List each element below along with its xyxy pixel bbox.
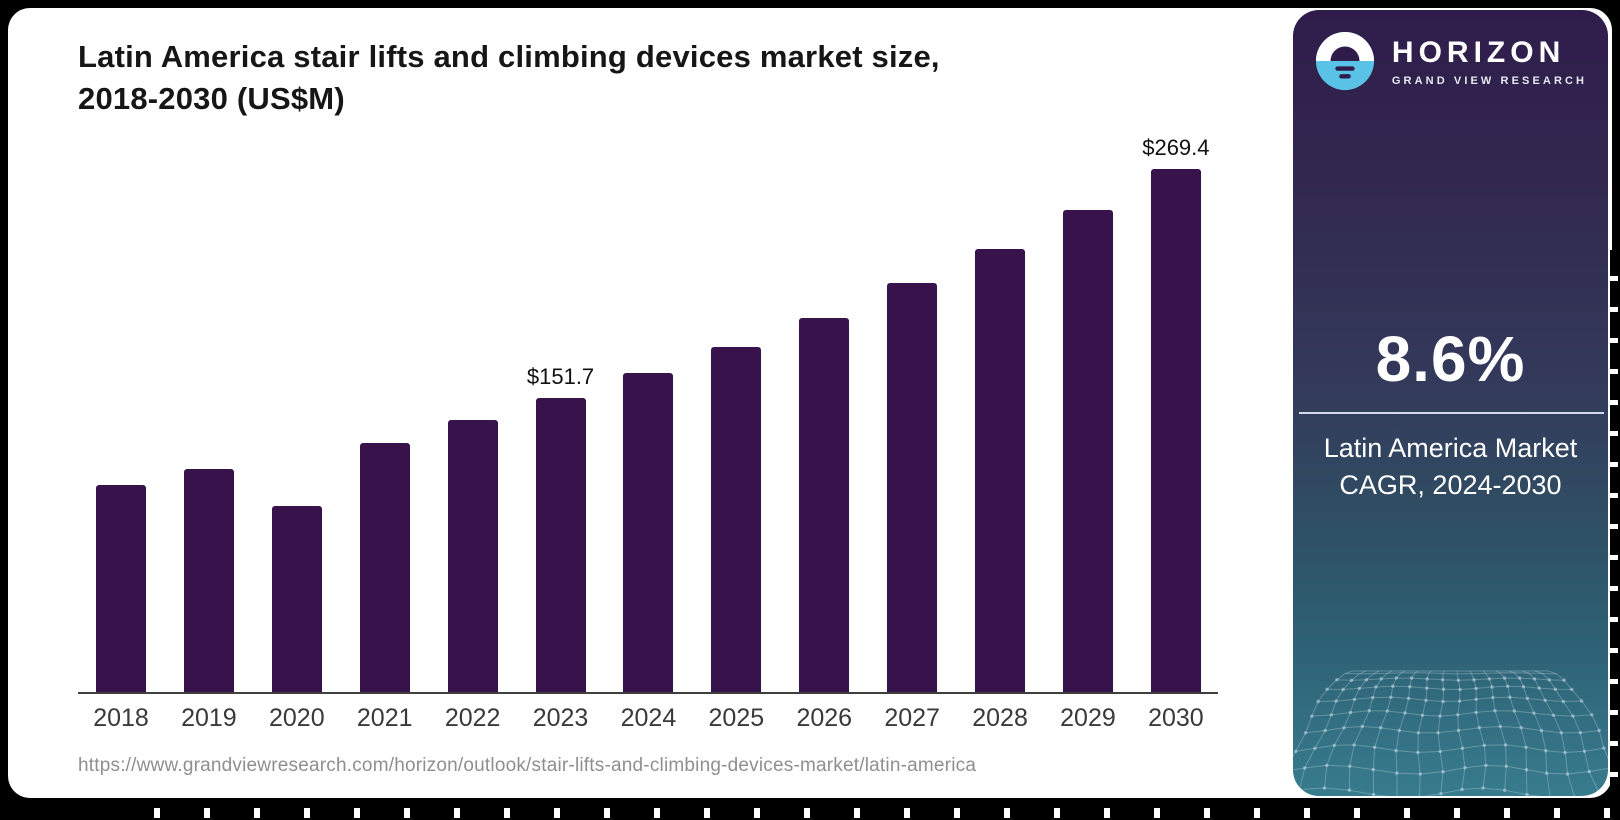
bar-2022	[447, 419, 498, 693]
border-perforation-right	[1610, 250, 1618, 800]
border-perforation-bottom	[110, 808, 1620, 818]
x-tick-label: 2029	[1060, 704, 1116, 732]
bar-2019	[183, 468, 234, 693]
bar-column-2024	[623, 148, 674, 693]
brand-subtitle: GRAND VIEW RESEARCH	[1391, 74, 1588, 87]
x-tick-label: 2027	[884, 704, 940, 732]
x-tick-2019: 2019	[181, 704, 237, 733]
bar-column-2021	[359, 148, 410, 693]
bar-value-label-2030: $269.4	[1142, 134, 1210, 160]
x-tick-2021: 2021	[356, 704, 413, 733]
x-tick-2020: 2020	[269, 704, 325, 733]
bar-column-2023: $151.7	[527, 148, 594, 693]
sidebar: HORIZON GRAND VIEW RESEARCH 8.6% Latin A…	[1293, 10, 1608, 796]
x-tick-label: 2018	[93, 704, 149, 732]
x-tick-label: 2025	[708, 704, 765, 732]
bar-2027	[887, 282, 938, 693]
cagr-label-line2: CAGR, 2024-2030	[1339, 470, 1562, 500]
bar-value-label-2023: $151.7	[526, 363, 595, 389]
logo: HORIZON GRAND VIEW RESEARCH	[1293, 30, 1608, 92]
cagr-label-line1: Latin America Market	[1323, 433, 1578, 463]
x-tick-label: 2030	[1148, 704, 1204, 732]
x-tick-label: 2022	[444, 704, 501, 732]
x-tick-2024: 2024	[621, 704, 677, 733]
bar-column-2028	[975, 148, 1026, 693]
x-tick-2029: 2029	[1060, 704, 1116, 733]
bar-2021	[359, 442, 410, 693]
x-axis-labels: 2018 2019 2020 2021 2022 2023 2024 2025 2026 2027…	[93, 704, 1204, 733]
x-tick-label: 2024	[620, 704, 677, 732]
x-tick-2027: 2027	[884, 704, 940, 733]
x-tick-label: 2026	[796, 704, 853, 732]
x-tick-2023: 2023	[532, 704, 589, 733]
bar-2030	[1150, 168, 1201, 693]
cagr-label: Latin America Market CAGR, 2024-2030	[1293, 430, 1608, 504]
x-axis-line	[78, 692, 1218, 694]
x-tick-label: 2020	[269, 704, 325, 732]
x-tick-2028: 2028	[972, 704, 1028, 733]
bar-column-2030: $269.4	[1142, 135, 1210, 693]
bar-2023	[535, 397, 586, 693]
bar-2028	[975, 248, 1026, 693]
bar-2024	[623, 372, 674, 693]
x-tick-label: 2023	[532, 704, 589, 732]
chart-title: Latin America stair lifts and climbing d…	[78, 36, 1158, 120]
bar-2026	[799, 317, 850, 693]
mesh-graphic	[1293, 670, 1608, 796]
x-tick-label: 2021	[356, 704, 413, 732]
bar-column-2020	[271, 148, 322, 693]
bar-column-2029	[1062, 148, 1113, 693]
logo-text: HORIZON GRAND VIEW RESEARCH	[1392, 36, 1587, 87]
bar-2029	[1062, 209, 1113, 693]
bar-column-2018	[96, 148, 146, 693]
infographic-card: Latin America stair lifts and climbing d…	[8, 8, 1612, 798]
bar-2025	[711, 346, 762, 693]
bar-column-2026	[799, 148, 850, 693]
bar-chart: $151.7 $269.4	[96, 135, 1210, 693]
cagr-value: 8.6%	[1375, 323, 1526, 395]
horizon-sunset-icon	[1315, 31, 1374, 91]
x-tick-label: 2019	[181, 704, 237, 732]
bar-column-2027	[887, 148, 938, 693]
brand-name: HORIZON	[1391, 35, 1566, 69]
bar-column-2019	[183, 148, 234, 693]
cagr-stat-block: 8.6% Latin America Market CAGR, 2024-203…	[1293, 322, 1608, 504]
bar-column-2022	[447, 148, 498, 693]
stat-divider	[1299, 412, 1604, 414]
bar-2020	[271, 505, 322, 693]
source-url: https://www.grandviewresearch.com/horizo…	[78, 755, 977, 776]
bar-column-2025	[711, 148, 762, 693]
x-tick-2022: 2022	[444, 704, 501, 733]
x-tick-2026: 2026	[796, 704, 853, 733]
bar-2018	[96, 484, 146, 693]
chart-title-line2: 2018-2030 (US$M)	[78, 81, 345, 116]
x-tick-label: 2028	[972, 704, 1028, 732]
x-tick-2018: 2018	[93, 704, 149, 733]
chart-title-line1: Latin America stair lifts and climbing d…	[78, 39, 940, 74]
x-tick-2025: 2025	[709, 704, 765, 733]
x-tick-2030: 2030	[1148, 704, 1204, 733]
